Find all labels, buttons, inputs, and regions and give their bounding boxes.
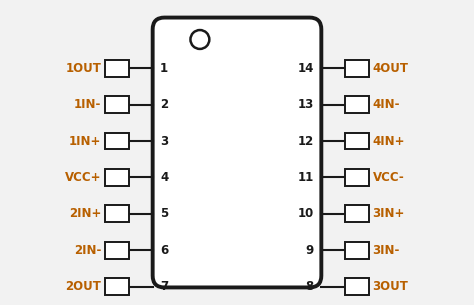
Bar xyxy=(345,278,369,295)
Text: 13: 13 xyxy=(298,98,314,111)
Text: 3OUT: 3OUT xyxy=(373,280,409,293)
Bar xyxy=(345,96,369,113)
Bar xyxy=(105,242,129,259)
Text: 7: 7 xyxy=(160,280,168,293)
Circle shape xyxy=(191,30,210,49)
Bar xyxy=(105,206,129,222)
Bar xyxy=(345,133,369,149)
Text: 2OUT: 2OUT xyxy=(65,280,101,293)
Text: 5: 5 xyxy=(160,207,168,221)
Bar xyxy=(105,133,129,149)
Text: 4IN-: 4IN- xyxy=(373,98,400,111)
Text: 1IN-: 1IN- xyxy=(74,98,101,111)
Bar xyxy=(345,169,369,186)
FancyBboxPatch shape xyxy=(153,18,321,287)
Text: 3IN-: 3IN- xyxy=(373,244,400,257)
Text: 12: 12 xyxy=(298,135,314,148)
Text: 3: 3 xyxy=(160,135,168,148)
Text: 1OUT: 1OUT xyxy=(65,62,101,75)
Text: 2: 2 xyxy=(160,98,168,111)
Bar xyxy=(105,96,129,113)
Text: 1IN+: 1IN+ xyxy=(69,135,101,148)
Text: VCC+: VCC+ xyxy=(65,171,101,184)
Text: 8: 8 xyxy=(306,280,314,293)
Text: 14: 14 xyxy=(298,62,314,75)
Bar xyxy=(345,60,369,77)
Text: 3IN+: 3IN+ xyxy=(373,207,405,221)
Text: 9: 9 xyxy=(306,244,314,257)
Bar xyxy=(345,206,369,222)
Text: 11: 11 xyxy=(298,171,314,184)
Bar xyxy=(345,242,369,259)
Text: 10: 10 xyxy=(298,207,314,221)
Text: 4: 4 xyxy=(160,171,168,184)
Bar xyxy=(105,169,129,186)
Text: 4OUT: 4OUT xyxy=(373,62,409,75)
Text: 1: 1 xyxy=(160,62,168,75)
Text: 2IN+: 2IN+ xyxy=(69,207,101,221)
Bar xyxy=(105,278,129,295)
Text: 4IN+: 4IN+ xyxy=(373,135,405,148)
Text: 6: 6 xyxy=(160,244,168,257)
Bar xyxy=(105,60,129,77)
Text: 2IN-: 2IN- xyxy=(74,244,101,257)
Text: VCC-: VCC- xyxy=(373,171,404,184)
